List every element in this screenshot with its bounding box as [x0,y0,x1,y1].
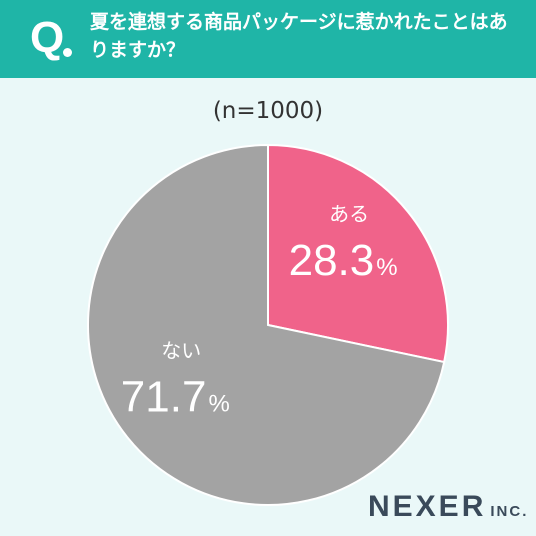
slice-unit: % [208,390,229,417]
slice-value-aru: 28.3% [289,236,398,285]
brand-name: NEXER [368,490,487,523]
slice-unit: % [376,254,397,281]
sample-size: (n=1000) [212,98,324,124]
question-text: 夏を連想する商品パッケージに惹かれたことはありますか？ [90,11,508,61]
brand-logo: NEXER INC. [368,490,528,529]
q-dot [63,48,72,57]
pie-slice-nai [87,143,446,506]
slice-label-aru: ある [329,202,369,226]
slice-label-nai: ない [161,338,201,362]
brand-suffix: INC. [490,503,529,520]
pie-slice-aru [267,143,449,364]
q-mark: Q [30,13,65,62]
question-banner: Q 夏を連想する商品パッケージに惹かれたことはありますか？ [0,0,536,78]
